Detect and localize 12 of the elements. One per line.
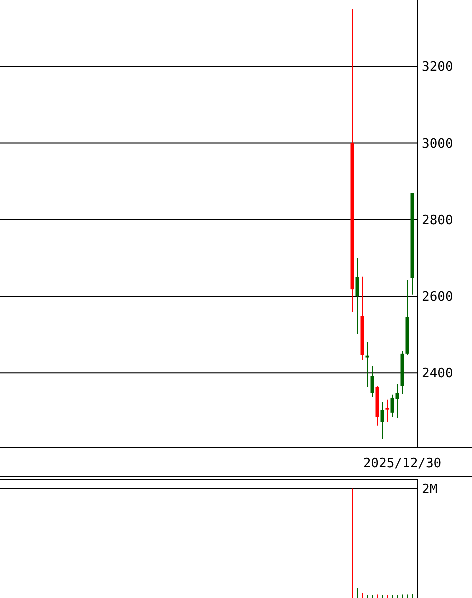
y-tick-label: 2400 [422,366,454,382]
candlestick [366,342,370,388]
candlestick [370,366,374,398]
y-tick-label: 2800 [422,213,454,228]
candlestick [386,399,390,423]
y-tick-label: 3200 [422,60,454,76]
x-tick-label: 2025/12/30 [363,456,442,472]
candlestick [380,402,384,440]
candlestick [356,258,360,335]
y-tick-label: 2600 [422,290,454,306]
y-tick-label: 3000 [422,136,454,152]
ref-line-label: 2M [422,482,438,498]
